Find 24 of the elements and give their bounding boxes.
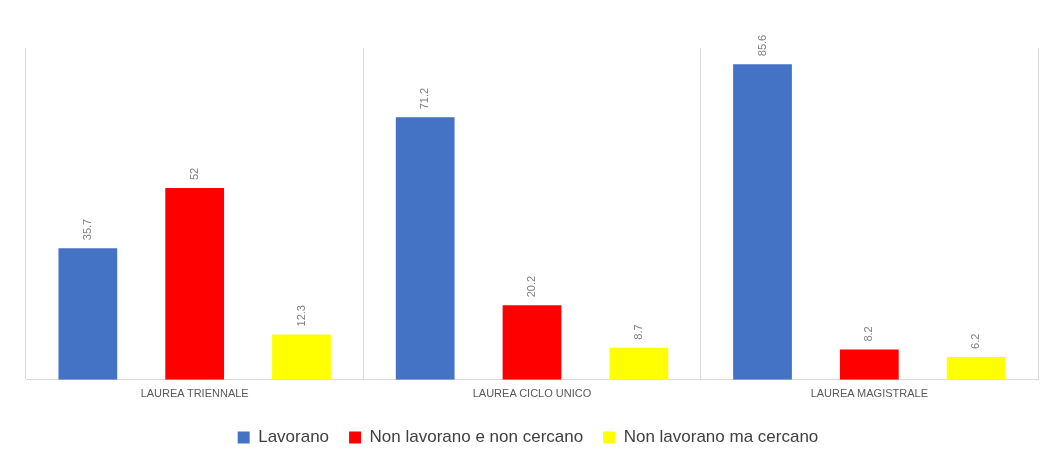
data-label: 71.2 xyxy=(418,87,431,110)
bar xyxy=(165,188,225,380)
bar xyxy=(946,356,1006,380)
bar xyxy=(839,349,899,380)
x-tick-label: LAUREA CICLO UNICO xyxy=(472,387,592,400)
bar xyxy=(733,64,792,380)
data-label: 12.3 xyxy=(294,305,307,327)
legend-label: Non lavorano e non cercano xyxy=(369,427,584,447)
data-label: 52 xyxy=(187,167,200,181)
legend-label: Non lavorano ma cercano xyxy=(623,427,819,447)
bar xyxy=(609,347,669,380)
data-label: 8.7 xyxy=(631,324,644,340)
bar xyxy=(272,334,331,380)
bar xyxy=(58,248,118,380)
legend-label: Lavorano xyxy=(258,427,330,447)
data-label: 8.2 xyxy=(862,326,875,342)
data-label: 35.7 xyxy=(80,218,93,241)
data-label: 6.2 xyxy=(969,333,982,349)
x-tick-label: LAUREA MAGISTRALE xyxy=(810,387,929,400)
x-tick-label: LAUREA TRIENNALE xyxy=(140,387,249,400)
bar xyxy=(395,117,455,380)
data-label: 20.2 xyxy=(525,275,538,298)
data-label: 85.6 xyxy=(755,34,768,57)
bar xyxy=(502,305,562,380)
